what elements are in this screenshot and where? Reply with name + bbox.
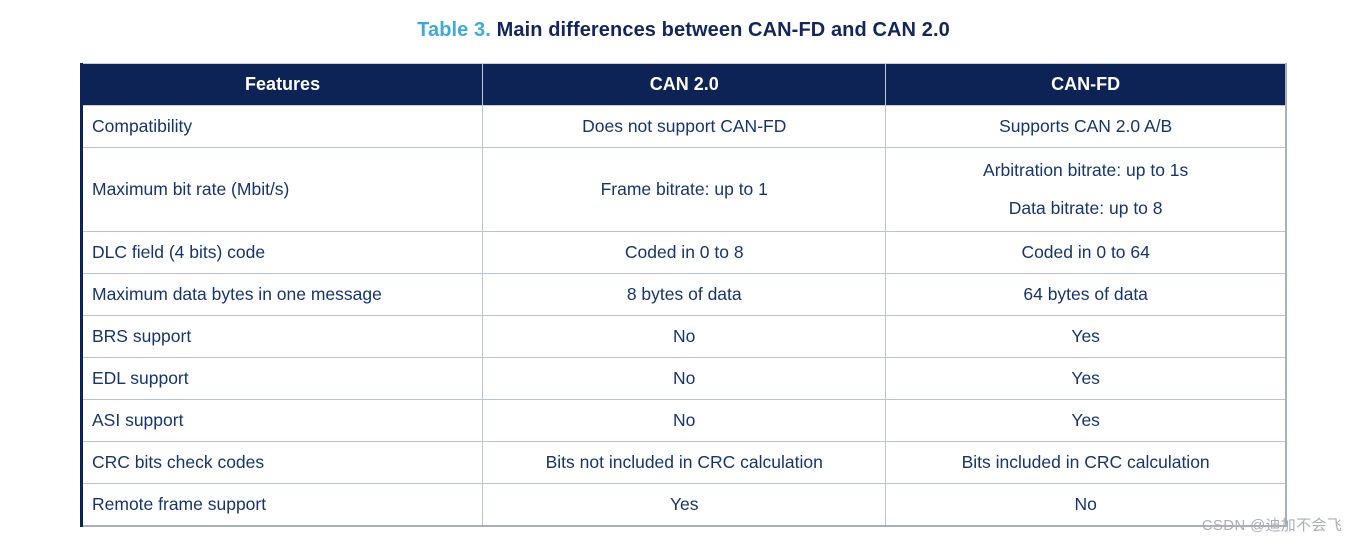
- cell-text: No: [673, 326, 696, 346]
- canfd-cell: Arbitration bitrate: up to 1s Data bitrat…: [885, 147, 1287, 232]
- can20-cell: Bits not included in CRC calculation: [482, 441, 887, 484]
- cell-text: 8 bytes of data: [626, 284, 742, 304]
- cell-text: Arbitration bitrate: up to 1s: [983, 160, 1189, 180]
- cell-text: BRS support: [92, 326, 192, 346]
- table-row: BRS support No Yes: [80, 315, 1287, 358]
- table-header: Features CAN 2.0 CAN-FD: [80, 63, 1287, 106]
- cell-text: Yes: [669, 494, 699, 514]
- cell-text: Bits included in CRC calculation: [961, 452, 1210, 472]
- table-row: Remote frame support Yes No: [80, 483, 1287, 527]
- feature-cell: Compatibility: [80, 105, 484, 148]
- table-row: Maximum bit rate (Mbit/s) Frame bitrate: …: [80, 147, 1287, 232]
- feature-cell: EDL support: [80, 357, 484, 400]
- can20-cell: 8 bytes of data: [482, 273, 887, 316]
- cell-text: 64 bytes of data: [1023, 284, 1148, 304]
- comparison-table: Features CAN 2.0 CAN-FD Compatibility Doe…: [80, 63, 1287, 527]
- canfd-cell: No: [885, 483, 1287, 527]
- can20-cell: Does not support CAN-FD: [482, 105, 887, 148]
- cell-text: No: [673, 368, 696, 388]
- cell-text: Maximum bit rate (Mbit/s): [92, 179, 290, 199]
- table-caption-text: Main differences between CAN-FD and CAN …: [490, 19, 950, 41]
- table-header-row: Features CAN 2.0 CAN-FD: [80, 63, 1287, 106]
- canfd-cell: Coded in 0 to 64: [885, 231, 1287, 274]
- can20-cell: Frame bitrate: up to 1: [482, 147, 887, 232]
- table-caption-label: Table 3.: [417, 19, 491, 41]
- canfd-cell: Yes: [885, 357, 1287, 400]
- can20-cell: No: [482, 357, 887, 400]
- cell-text: DLC field (4 bits) code: [92, 242, 266, 262]
- cell-text: No: [673, 410, 696, 430]
- can20-cell: No: [482, 315, 887, 358]
- table-row: EDL support No Yes: [80, 357, 1287, 400]
- table-body: Compatibility Does not support CAN-FD Supp…: [80, 105, 1287, 527]
- cell-text: Does not support CAN-FD: [582, 116, 787, 136]
- table-row: Compatibility Does not support CAN-FD Supp…: [80, 105, 1287, 148]
- cell-text: Data bitrate: up to 8: [1008, 198, 1163, 218]
- feature-cell: Maximum bit rate (Mbit/s): [80, 147, 484, 232]
- column-header-can20: CAN 2.0: [482, 63, 887, 106]
- table-row: CRC bits check codes Bits not included in…: [80, 441, 1287, 484]
- cell-text: CRC bits check codes: [92, 452, 265, 472]
- cell-text: Compatibility: [92, 116, 193, 136]
- column-header-features: Features: [80, 63, 484, 106]
- feature-cell: ASI support: [80, 399, 484, 442]
- canfd-cell: 64 bytes of data: [885, 273, 1287, 316]
- canfd-cell: Supports CAN 2.0 A/B: [885, 105, 1287, 148]
- can20-cell: No: [482, 399, 887, 442]
- cell-text: EDL support: [92, 368, 189, 388]
- feature-cell: CRC bits check codes: [80, 441, 484, 484]
- table-caption: Table 3. Main differences between CAN-FD…: [80, 19, 1287, 42]
- canfd-cell: Yes: [885, 399, 1287, 442]
- cell-text: Supports CAN 2.0 A/B: [999, 116, 1173, 136]
- cell-text: Remote frame support: [92, 494, 267, 514]
- feature-cell: DLC field (4 bits) code: [80, 231, 484, 274]
- canfd-cell: Bits included in CRC calculation: [885, 441, 1287, 484]
- cell-text: Yes: [1071, 368, 1100, 388]
- cell-text: Bits not included in CRC calculation: [545, 452, 823, 472]
- column-header-canfd: CAN-FD: [885, 63, 1287, 106]
- cell-text: Yes: [1071, 326, 1100, 346]
- cell-text: Frame bitrate: up to 1: [600, 179, 768, 199]
- feature-cell: BRS support: [80, 315, 484, 358]
- feature-cell: Remote frame support: [80, 483, 484, 527]
- canfd-cell: Yes: [885, 315, 1287, 358]
- table-row: DLC field (4 bits) code Coded in 0 to 8 Co…: [80, 231, 1287, 274]
- cell-text: Coded in 0 to 64: [1021, 242, 1150, 262]
- cell-text: ASI support: [92, 410, 184, 430]
- table-row: ASI support No Yes: [80, 399, 1287, 442]
- cell-text: Maximum data bytes in one message: [92, 284, 382, 304]
- feature-cell: Maximum data bytes in one message: [80, 273, 484, 316]
- can20-cell: Coded in 0 to 8: [482, 231, 887, 274]
- can20-cell: Yes: [482, 483, 887, 527]
- cell-text: Yes: [1071, 410, 1100, 430]
- cell-text: Coded in 0 to 8: [624, 242, 744, 262]
- cell-text: No: [1074, 494, 1097, 514]
- table-row: Maximum data bytes in one message 8 bytes…: [80, 273, 1287, 316]
